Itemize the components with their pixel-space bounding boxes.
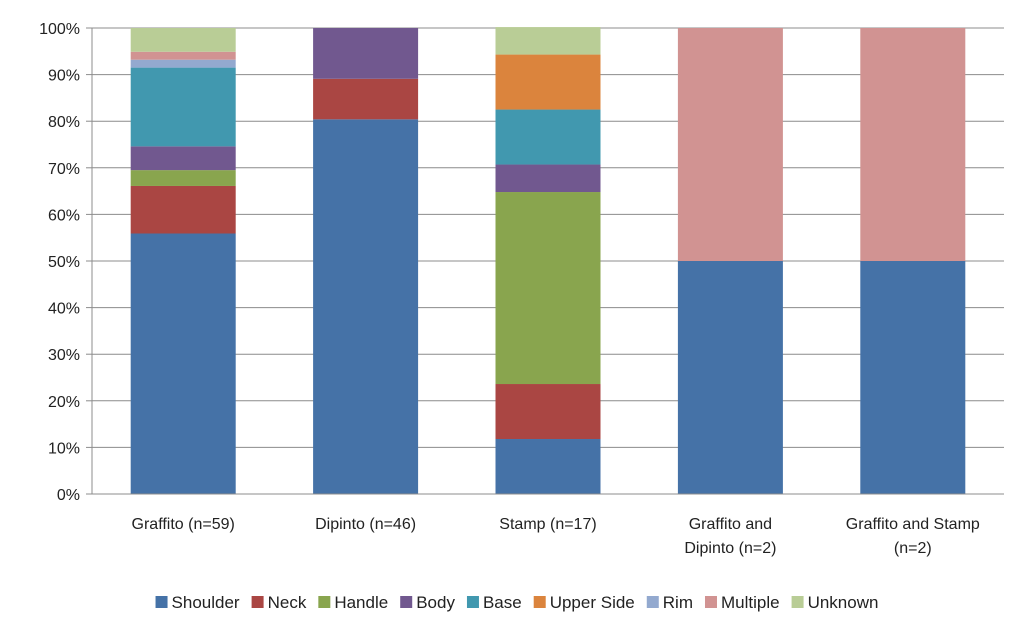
x-category-label: (n=2) bbox=[894, 540, 932, 557]
x-category-label: Graffito and bbox=[689, 516, 772, 533]
bar-segment-multiple bbox=[860, 28, 966, 261]
legend-swatch bbox=[533, 596, 546, 608]
legend-swatch bbox=[466, 596, 479, 608]
y-tick-label: 70% bbox=[48, 161, 80, 178]
legend-swatch bbox=[251, 596, 264, 608]
bar-segment-multiple bbox=[130, 51, 236, 60]
x-axis: Graffito (n=59) Dipinto (n=46) Stamp (n=17… bbox=[92, 493, 1004, 557]
bar-segment-neck bbox=[130, 185, 236, 234]
bar-segment-shoulder bbox=[677, 261, 783, 494]
legend-label: Upper Side bbox=[550, 593, 635, 612]
legend-label: Rim bbox=[663, 593, 693, 612]
bar-segment-body bbox=[495, 164, 601, 193]
bar-segment-body bbox=[130, 146, 236, 171]
bar-segment-body bbox=[313, 28, 419, 79]
legend-swatch bbox=[155, 596, 168, 608]
y-axis: 0% 10% 20% 30% 40% 50% 60% 70% 80% 90% 100% bbox=[39, 21, 93, 504]
x-category-label: Dipinto (n=46) bbox=[315, 516, 416, 533]
legend-swatch bbox=[704, 596, 717, 608]
bar-segment-rim bbox=[130, 59, 236, 68]
y-tick-label: 100% bbox=[39, 21, 80, 38]
legend-swatch bbox=[646, 596, 659, 608]
legend-swatch bbox=[400, 596, 413, 608]
y-tick-label: 60% bbox=[48, 207, 80, 224]
bar-segment-shoulder bbox=[313, 119, 419, 494]
legend-label: Multiple bbox=[721, 593, 780, 612]
y-tick-label: 80% bbox=[48, 114, 80, 131]
legend-swatch bbox=[791, 596, 804, 608]
bar-segment-unknown bbox=[495, 27, 601, 55]
y-tick-label: 30% bbox=[48, 347, 80, 364]
y-tick-label: 20% bbox=[48, 394, 80, 411]
y-tick-label: 50% bbox=[48, 254, 80, 271]
x-category-label: Stamp (n=17) bbox=[499, 516, 596, 533]
bar-segment-neck bbox=[495, 384, 601, 440]
legend-label: Base bbox=[483, 593, 522, 612]
y-tick-label: 40% bbox=[48, 301, 80, 318]
legend: Shoulder Neck Handle Body Base Upper Side Rim M… bbox=[155, 593, 879, 612]
bar-segment-base bbox=[130, 67, 236, 147]
legend-swatch bbox=[318, 596, 331, 608]
bar-segment-handle bbox=[130, 170, 236, 186]
bar-segment-shoulder bbox=[130, 233, 236, 495]
bar-segment-upper-side bbox=[495, 54, 601, 110]
y-tick-label: 10% bbox=[48, 440, 80, 457]
bar-segment-unknown bbox=[130, 28, 236, 52]
y-tick-label: 0% bbox=[57, 487, 80, 504]
bar-segment-base bbox=[495, 109, 601, 165]
legend-label: Body bbox=[416, 593, 455, 612]
legend-label: Shoulder bbox=[172, 593, 240, 612]
legend-label: Unknown bbox=[808, 593, 879, 612]
legend-label: Handle bbox=[334, 593, 388, 612]
bar-segment-handle bbox=[495, 192, 601, 385]
x-category-label: Graffito (n=59) bbox=[132, 516, 235, 533]
bar-segment-shoulder bbox=[495, 439, 601, 494]
bar-segment-shoulder bbox=[860, 261, 966, 494]
x-category-label: Graffito and Stamp bbox=[846, 516, 980, 533]
legend-label: Neck bbox=[268, 593, 307, 612]
bar-segment-neck bbox=[313, 78, 419, 120]
x-category-label: Dipinto (n=2) bbox=[684, 540, 776, 557]
y-tick-label: 90% bbox=[48, 68, 80, 85]
bars bbox=[130, 27, 966, 495]
bar-segment-multiple bbox=[677, 28, 783, 261]
